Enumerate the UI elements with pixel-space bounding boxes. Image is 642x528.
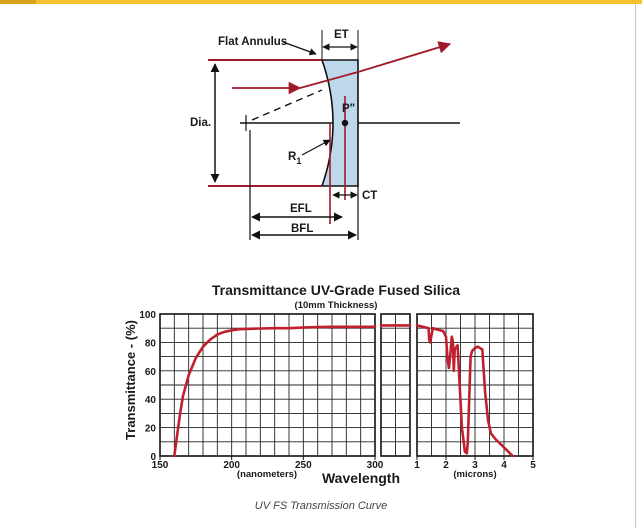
lens-diagram: Flat Annulus ET Dia. P" R1 CT EFL BFL: [190, 29, 460, 240]
principal-point-label: P": [342, 103, 355, 115]
microns-transmission-curve: [415, 324, 514, 458]
transmission-chart: Transmittance UV-Grade Fused Silica (10m…: [123, 282, 536, 486]
top-accent-tab: [0, 0, 36, 4]
nm-x-tick-label: 250: [295, 460, 312, 471]
ct-label: CT: [362, 190, 377, 202]
bfl-label: BFL: [291, 223, 313, 235]
lens-inner-ray: [299, 71, 359, 89]
y-tick-label: 0: [150, 452, 156, 463]
chart-panel-nanometers: 150 200 250 300: [152, 313, 384, 471]
right-border-line: [635, 4, 636, 528]
nm-x-tick-label: 150: [152, 460, 169, 471]
r1-label: R1: [288, 151, 301, 166]
nm-x-tick-label: 300: [367, 460, 384, 471]
y-axis-label: Transmittance - (%): [123, 320, 138, 440]
diverging-ray: [357, 41, 452, 73]
y-tick-labels: 0 20 40 60 80 100: [139, 310, 156, 463]
x-unit-microns: (microns): [453, 469, 496, 480]
figure-caption: UV FS Transmission Curve: [254, 500, 388, 512]
microns-x-tick-label: 3: [472, 460, 478, 471]
r1-subscript: 1: [296, 156, 301, 166]
x-axis-label: Wavelength: [322, 470, 400, 486]
flat-annulus-label: Flat Annulus: [218, 36, 287, 48]
chart-title: Transmittance UV-Grade Fused Silica: [212, 282, 460, 298]
microns-x-tick-label: 1: [414, 460, 420, 471]
virtual-ray-dashed: [251, 89, 323, 121]
y-tick-label: 100: [139, 310, 156, 321]
et-label: ET: [334, 29, 349, 41]
nm-transmission-curve: [173, 325, 377, 458]
chart-subtitle: (10mm Thickness): [295, 300, 378, 311]
y-tick-label: 60: [145, 367, 157, 378]
principal-point-dot: [341, 119, 349, 127]
microns-x-tick-label: 4: [501, 460, 507, 471]
r1-letter: R: [288, 151, 297, 163]
r1-leader: [301, 139, 331, 156]
chart-panel-break: [379, 313, 412, 457]
flat-annulus-leader: [282, 41, 317, 56]
y-tick-label: 20: [145, 424, 157, 435]
y-tick-label: 80: [145, 338, 157, 349]
microns-x-tick-label: 2: [443, 460, 449, 471]
top-accent-bar: [0, 0, 642, 4]
x-unit-nanometers: (nanometers): [237, 469, 297, 480]
chart-panel-microns: 1 2 3 4 5: [414, 313, 536, 471]
nm-x-tick-label: 200: [223, 460, 240, 471]
dia-label: Dia.: [190, 117, 211, 129]
lens-body: [320, 59, 359, 187]
efl-label: EFL: [290, 203, 312, 215]
y-tick-label: 40: [145, 395, 157, 406]
microns-x-tick-label: 5: [530, 460, 536, 471]
